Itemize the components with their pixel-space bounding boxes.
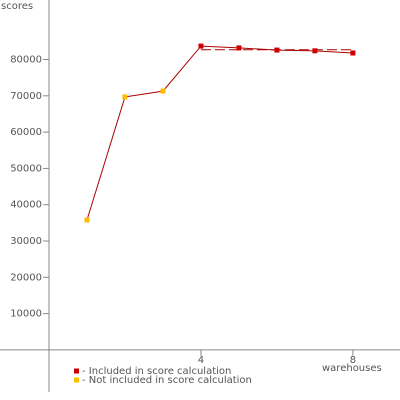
data-point — [84, 217, 90, 223]
data-point — [122, 94, 128, 100]
y-axis-label: scores — [1, 1, 33, 12]
y-tick-label: 40000 — [10, 200, 42, 211]
data-point — [274, 47, 280, 53]
y-tick-label: 30000 — [10, 236, 42, 247]
legend-label: - Included in score calculation — [82, 366, 231, 377]
data-point — [236, 45, 242, 51]
y-tick-label: 80000 — [10, 55, 42, 66]
data-line — [86, 45, 353, 221]
x-tick-label: 4 — [198, 355, 204, 366]
legend-label: - Not included in score calculation — [82, 375, 252, 386]
data-point — [198, 43, 204, 49]
legend-marker — [74, 368, 79, 374]
data-point — [350, 50, 356, 56]
y-tick-label: 50000 — [10, 163, 42, 174]
x-axis-label: warehouses — [322, 363, 382, 374]
y-tick-label: 10000 — [10, 309, 42, 320]
data-point — [160, 88, 166, 94]
y-tick-label: 70000 — [10, 91, 42, 102]
legend-marker — [74, 377, 79, 383]
data-point — [312, 48, 318, 54]
y-tick-label: 60000 — [10, 127, 42, 138]
y-tick-label: 20000 — [10, 272, 42, 283]
x-tick-label: 8 — [350, 355, 356, 366]
